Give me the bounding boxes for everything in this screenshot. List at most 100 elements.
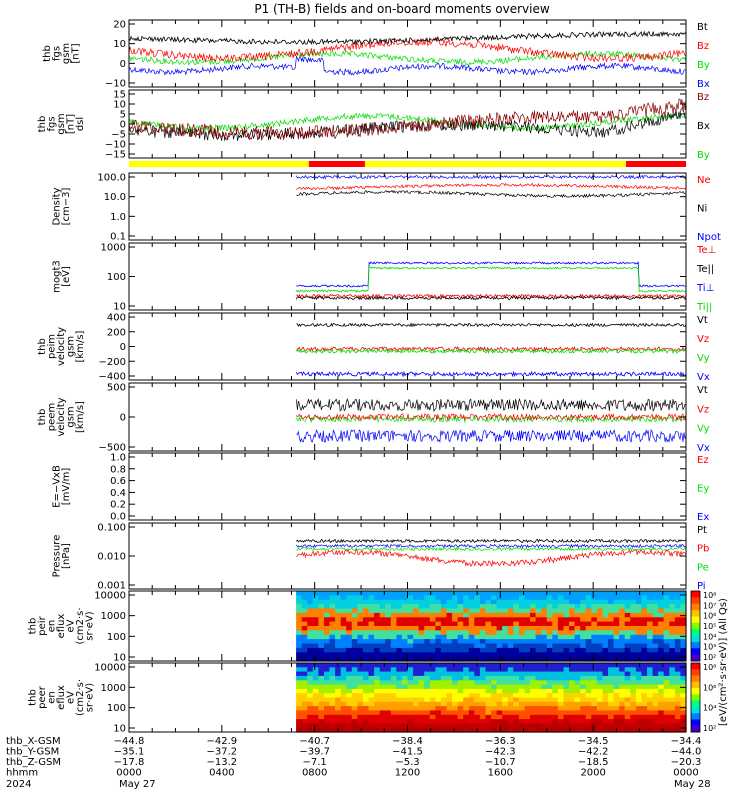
spectrogram-cell (602, 626, 609, 631)
spectrogram-cell (340, 647, 347, 653)
spectrogram-cell (424, 706, 431, 711)
spectrogram-cell (385, 727, 392, 733)
spectrogram-cell (524, 604, 531, 610)
spectrogram-cell (390, 680, 397, 686)
spectrogram-cell (340, 630, 347, 636)
spectrogram-cell (401, 617, 409, 623)
spectrogram-cell (535, 684, 542, 690)
spectrogram-cell (546, 612, 553, 618)
spectrogram-cell (557, 727, 565, 733)
spectrogram-cell (613, 621, 620, 627)
spectrogram-cell (457, 656, 464, 662)
spectrogram-cell (340, 680, 347, 686)
spectrogram-cell (435, 710, 442, 716)
spectrogram-cell (435, 714, 442, 720)
spectrogram-cell (658, 727, 665, 733)
legend-entry: Bt (697, 22, 708, 33)
spectrogram-cell (613, 706, 620, 711)
spectrogram-cell (658, 647, 665, 653)
spectrogram-cell (635, 643, 643, 649)
series-npot (296, 174, 687, 180)
spectrogram-cell (663, 643, 670, 649)
spectrogram-cell (647, 719, 654, 724)
spectrogram-cell (580, 643, 587, 649)
spectrogram-cell (524, 719, 531, 724)
panel-frame (128, 242, 687, 311)
spectrogram-cell (401, 591, 409, 596)
legend-entry: Ex (697, 512, 709, 523)
spectrogram-cell (318, 684, 325, 690)
spectrogram-cell (680, 647, 687, 653)
y-axis-label: thb (28, 618, 39, 635)
spectrogram-cell (602, 706, 609, 711)
orbit-value: −10.7 (485, 757, 516, 768)
spectrogram-cell (619, 688, 626, 694)
spectrogram-cell (318, 634, 325, 640)
spectrogram-cell (619, 595, 626, 601)
spectrogram-cell (446, 697, 453, 703)
spectrogram-cell (608, 634, 615, 640)
spectrogram-cell (580, 680, 587, 686)
spectrogram-cell (296, 599, 303, 605)
spectrogram-cell (669, 701, 676, 707)
spectrogram-cell (630, 630, 637, 636)
spectrogram-cell (452, 688, 459, 694)
spectrogram-cell (680, 693, 687, 699)
spectrogram-cell (357, 693, 364, 699)
spectrogram-cell (680, 719, 687, 724)
spectrogram-cell (318, 719, 325, 724)
spectrogram-cell (658, 621, 665, 627)
spectrogram-cell (368, 684, 375, 690)
y-tick-label: −400 (99, 372, 126, 383)
spectrogram-cell (530, 697, 537, 703)
spectrogram-cell (630, 647, 637, 653)
spectrogram-cell (630, 599, 637, 605)
spectrogram-cell (574, 626, 581, 631)
spectrogram-cell (669, 634, 676, 640)
spectrogram-cell (440, 667, 448, 673)
spectrogram-cell (546, 591, 553, 596)
spectrogram-cell (479, 630, 487, 636)
spectrogram-cell (635, 663, 643, 668)
spectrogram-cell (641, 671, 648, 677)
y-axis-label: [mV/m] (61, 468, 72, 506)
spectrogram-cell (563, 671, 570, 677)
spectrogram-cell (624, 643, 631, 649)
spectrogram-cell (357, 723, 364, 729)
spectrogram-cell (635, 727, 643, 733)
spectrogram-cell (530, 693, 537, 699)
spectrogram-cell (563, 643, 570, 649)
y-axis-label: thb (37, 116, 48, 133)
y-axis-label: [cm−3] (61, 188, 72, 226)
spectrogram-cell (680, 604, 687, 610)
spectrogram-cell (390, 595, 397, 601)
spectrogram-cell (652, 595, 659, 601)
spectrogram-cell (301, 671, 308, 677)
spectrogram-cell (357, 684, 364, 690)
spectrogram-cell (468, 688, 475, 694)
spectrogram-cell (680, 599, 687, 605)
spectrogram-cell (535, 612, 542, 618)
spectrogram-cell (641, 719, 648, 724)
spectrogram-cell (346, 675, 353, 681)
spectrogram-cell (340, 591, 347, 596)
colorbar-cell (691, 663, 700, 670)
spectrogram-cell (624, 727, 631, 733)
spectrogram-cell (518, 647, 526, 653)
spectrogram-cell (641, 639, 648, 645)
spectrogram-cell (502, 612, 509, 618)
spectrogram-cell (396, 656, 403, 662)
colorbar-cell (691, 641, 700, 649)
spectrogram-cell (535, 617, 542, 623)
spectrogram-cell (535, 604, 542, 610)
y-tick-label: 0.001 (97, 581, 126, 592)
y-tick-label: 1000 (101, 683, 126, 694)
spectrogram-cell (362, 604, 370, 610)
spectrogram-cell (479, 591, 487, 596)
spectrogram-cell (318, 595, 325, 601)
spectrogram-cell (307, 591, 314, 596)
spectrogram-cell (329, 688, 336, 694)
spectrogram-cell (652, 667, 659, 673)
spectrogram-cell (530, 617, 537, 623)
spectrogram-cell (557, 591, 565, 596)
